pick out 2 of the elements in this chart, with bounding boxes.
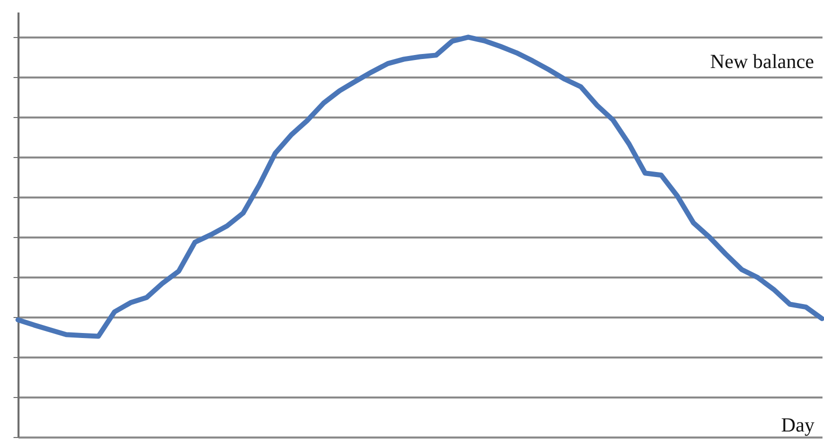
x-axis-title: Day — [781, 414, 814, 436]
annotation: New balance — [710, 51, 814, 73]
